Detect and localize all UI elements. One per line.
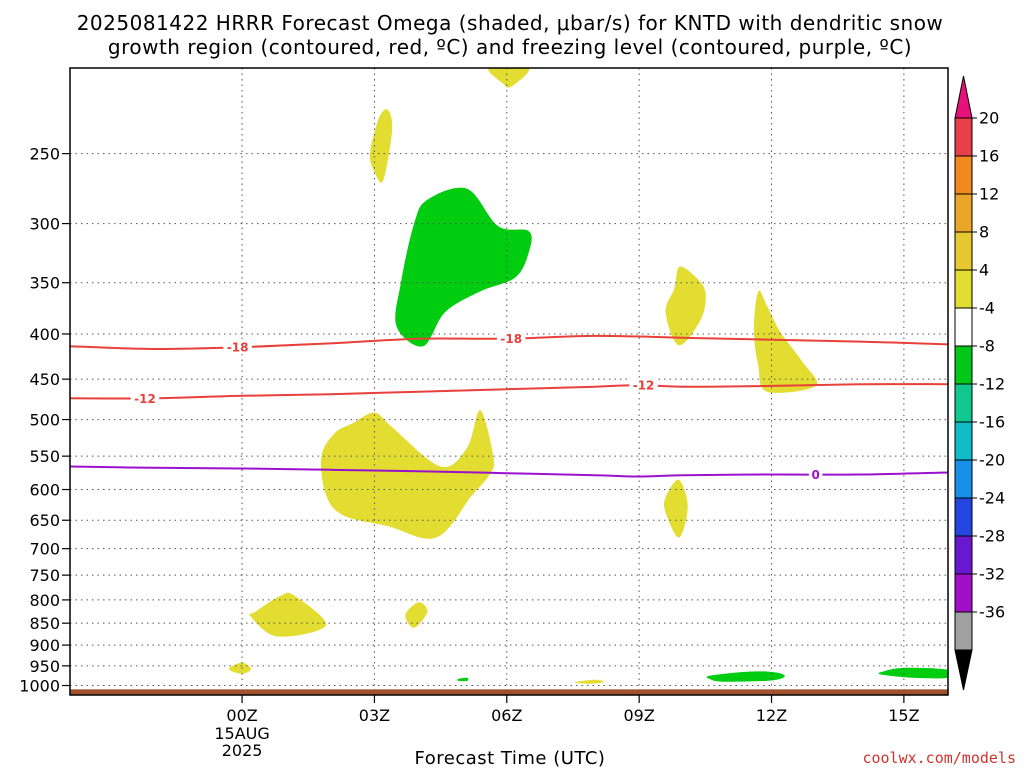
- contour-label--18-0: -18: [227, 341, 249, 355]
- contour-label--12-0: -12: [134, 392, 156, 406]
- y-tick-label-1000: 1000: [19, 677, 60, 696]
- contour-label-bg--12-0: [130, 391, 160, 406]
- chart-title-line1: 2025081422 HRRR Forecast Omega (shaded, …: [77, 11, 944, 35]
- x-tick-label-06Z: 06Z: [491, 706, 522, 725]
- y-tick-label-800: 800: [29, 591, 60, 610]
- omega-region-9: [405, 602, 428, 628]
- colorbar-swatch-10: [954, 459, 973, 499]
- omega-region-10: [228, 662, 251, 674]
- omega-shading: [228, 68, 948, 684]
- omega-region-11: [457, 677, 469, 682]
- contour-label-bg--18-0: [223, 340, 252, 355]
- colorbar-label-13: -36: [979, 603, 1005, 622]
- colorbar-swatch-1: [954, 117, 973, 157]
- colorbar-swatch-9: [954, 421, 973, 461]
- x-tick-label-09Z: 09Z: [623, 706, 654, 725]
- y-axis-ticks: 250 300 350 400 450 500 550 600 650 700 750 800 850 9…: [19, 145, 70, 696]
- ground-surface: [70, 689, 948, 695]
- x-tick-date-day: 15AUG: [214, 724, 269, 743]
- colorbar-label-3: 8: [979, 223, 989, 242]
- y-tick-label-850: 850: [29, 614, 60, 633]
- y-tick-label-400: 400: [29, 325, 60, 344]
- colorbar-label-1: 16: [979, 147, 999, 166]
- colorbar-label-4: 4: [979, 261, 989, 280]
- y-tick-label-450: 450: [29, 370, 60, 389]
- omega-region-4: [665, 266, 706, 346]
- y-tick-label-650: 650: [29, 511, 60, 530]
- colorbar-label-6: -8: [979, 337, 995, 356]
- colorbar-label-7: -12: [979, 375, 1005, 394]
- colorbar-label-10: -24: [979, 489, 1005, 508]
- colorbar-label-11: -28: [979, 527, 1005, 546]
- y-tick-label-900: 900: [29, 636, 60, 655]
- x-tick-label-00Z: 00Z: [226, 706, 257, 725]
- omega-region-7: [663, 479, 688, 538]
- y-tick-label-500: 500: [29, 411, 60, 430]
- x-tick-label-12Z: 12Z: [756, 706, 787, 725]
- colorbar-swatch-11: [954, 497, 973, 537]
- omega-region-1: [488, 68, 530, 88]
- omega-region-12: [575, 679, 604, 684]
- contour-label-bg--12-1: [629, 378, 658, 393]
- colorbar-swatch-5: [954, 269, 973, 309]
- gridlines: [70, 68, 948, 695]
- contour-label--18-1: -18: [500, 332, 522, 346]
- colorbar-swatch-12: [954, 535, 973, 575]
- y-tick-label-300: 300: [29, 215, 60, 234]
- y-tick-label-750: 750: [29, 566, 60, 585]
- credit-text: coolwx.com/models: [862, 749, 1016, 767]
- contour-label--12-1: -12: [633, 379, 655, 393]
- colorbar-label-12: -32: [979, 565, 1005, 584]
- colorbar-swatch-8: [954, 383, 973, 423]
- contour-label-0-0: 0: [811, 468, 819, 482]
- omega-region-8: [249, 592, 327, 637]
- y-tick-label-250: 250: [29, 145, 60, 164]
- y-tick-label-350: 350: [29, 274, 60, 293]
- colorbar-label-5: -4: [979, 299, 995, 318]
- colorbar: 20 16 12 8 4 -4 -8 -12 -16 -20 -24 -28 -32 -36: [954, 75, 1005, 691]
- colorbar-under-arrow: [954, 649, 973, 691]
- contour-line-0: [70, 465, 948, 478]
- contour-label-bg-0-0: [808, 467, 823, 482]
- colorbar-swatch-13: [954, 573, 973, 613]
- chart-title-line2: growth region (contoured, red, ºC) and f…: [108, 35, 912, 59]
- colorbar-label-9: -20: [979, 451, 1005, 470]
- omega-region-2: [369, 109, 393, 183]
- contour-line--12: [70, 383, 948, 400]
- omega-region-5: [753, 290, 818, 393]
- colorbar-label-8: -16: [979, 413, 1005, 432]
- temperature-contours: -18 -18 -12 -12 0: [70, 331, 948, 482]
- colorbar-swatch-14: [954, 611, 973, 651]
- omega-region-3: [395, 187, 532, 347]
- y-tick-label-700: 700: [29, 540, 60, 559]
- y-tick-label-600: 600: [29, 481, 60, 500]
- plot-area: -18 -18 -12 -12 0: [69, 67, 949, 696]
- x-axis-label: Forecast Time (UTC): [415, 748, 606, 768]
- omega-region-14: [878, 667, 948, 679]
- plot-frame: [69, 67, 949, 696]
- colorbar-swatch-6: [954, 307, 973, 347]
- colorbar-label-0: 20: [979, 109, 999, 128]
- y-tick-label-550: 550: [29, 447, 60, 466]
- colorbar-over-arrow: [954, 75, 973, 119]
- x-tick-label-15Z: 15Z: [888, 706, 919, 725]
- x-tick-label-03Z: 03Z: [359, 706, 390, 725]
- colorbar-swatch-7: [954, 345, 973, 385]
- x-tick-date-year: 2025: [222, 741, 263, 760]
- y-tick-label-950: 950: [29, 657, 60, 676]
- colorbar-swatch-3: [954, 193, 973, 233]
- colorbar-swatch-4: [954, 231, 973, 271]
- colorbar-swatch-2: [954, 155, 973, 195]
- colorbar-label-2: 12: [979, 185, 999, 204]
- omega-region-13: [706, 671, 785, 682]
- omega-region-6: [321, 410, 495, 539]
- contour-label-bg--18-1: [496, 331, 526, 346]
